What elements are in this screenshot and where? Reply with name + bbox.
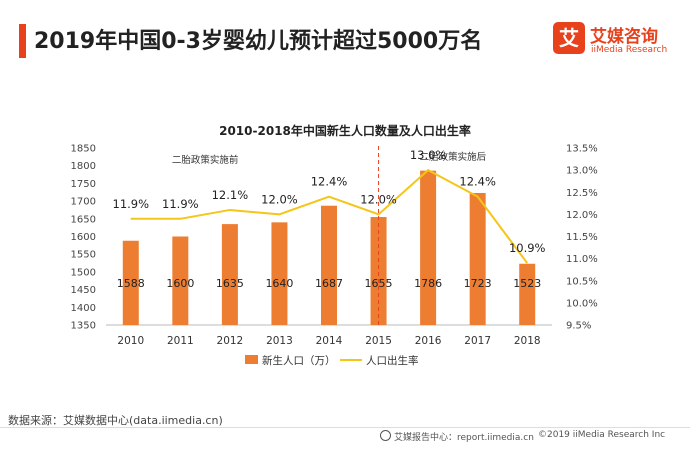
bar	[122, 240, 139, 325]
birth-rate-line	[130, 168, 529, 264]
bar-value-label: 1687	[315, 277, 343, 290]
y-right-tick-label: 10.5%	[566, 276, 598, 287]
legend-line-label: 人口出生率	[366, 354, 419, 367]
bar	[172, 236, 189, 325]
x-tick-label: 2010	[117, 335, 144, 347]
y-right-tick-label: 11.0%	[566, 254, 598, 265]
legend-bar-swatch	[245, 355, 258, 364]
x-tick-label: 2012	[217, 335, 244, 347]
footer-divider	[0, 427, 690, 428]
x-tick-label: 2015	[365, 335, 392, 347]
bar	[321, 205, 337, 325]
y-left-tick-label: 1650	[71, 214, 96, 225]
page-title: 2019年中国0-3岁婴幼儿预计超过5000万名	[34, 29, 483, 54]
bar-value-label: 1635	[216, 277, 244, 290]
bar-value-label: 1786	[414, 277, 442, 290]
bar-value-label: 1640	[265, 277, 293, 290]
line-value-label: 13.0%	[410, 148, 447, 162]
line-value-label: 10.9%	[509, 241, 546, 255]
x-tick-label: 2013	[266, 335, 293, 347]
bar-value-label: 1723	[464, 277, 492, 290]
bar-value-label: 1523	[513, 277, 541, 290]
y-left-tick-label: 1500	[71, 267, 96, 278]
x-tick-label: 2014	[316, 335, 343, 347]
line-value-label: 11.9%	[113, 197, 150, 211]
bar	[370, 217, 387, 325]
y-left-tick-label: 1350	[71, 321, 96, 332]
y-left-tick-label: 1750	[71, 179, 96, 190]
copyright: ©2019 iiMedia Research Inc	[538, 430, 666, 440]
logo-mark: 艾	[553, 22, 585, 54]
y-left-tick-label: 1400	[71, 303, 96, 314]
legend-bar-label: 新生人口（万）	[262, 354, 336, 367]
data-source: 数据来源：艾媒数据中心(data.iimedia.cn)	[8, 414, 223, 427]
y-left-tick-label: 1550	[71, 250, 96, 261]
x-tick-label: 2018	[514, 335, 541, 347]
bar-value-label: 1655	[365, 277, 393, 290]
bar-value-label: 1588	[117, 277, 145, 290]
bar	[221, 224, 238, 325]
logo-chinese-name: 艾媒咨询	[590, 27, 658, 47]
y-right-tick-label: 13.0%	[566, 166, 598, 177]
y-left-tick-label: 1850	[71, 144, 96, 155]
x-tick-label: 2011	[167, 335, 194, 347]
title-accent-bar	[19, 24, 26, 58]
line-value-label: 12.0%	[261, 192, 298, 206]
y-left-tick-label: 1600	[71, 232, 96, 243]
bar	[420, 170, 437, 325]
annotation-before-policy: 二胎政策实施前	[172, 154, 239, 166]
bar	[271, 222, 288, 325]
chart-title: 2010-2018年中国新生人口数量及人口出生率	[219, 124, 471, 138]
bar	[519, 263, 536, 325]
line-value-label: 12.4%	[311, 175, 348, 189]
report-center-text: 艾媒报告中心：report.iimedia.cn	[394, 433, 534, 443]
x-tick-label: 2017	[464, 335, 491, 347]
logo-english-name: iiMedia Research	[591, 45, 668, 55]
y-right-tick-label: 12.5%	[566, 188, 598, 199]
y-right-tick-label: 9.5%	[566, 321, 591, 332]
line-value-label: 12.4%	[459, 175, 496, 189]
x-tick-label: 2016	[415, 335, 442, 347]
y-left-tick-label: 1700	[71, 197, 96, 208]
y-left-tick-label: 1800	[71, 161, 96, 172]
line-value-label: 12.1%	[212, 188, 249, 202]
globe-icon	[380, 430, 391, 441]
y-right-tick-label: 11.5%	[566, 232, 598, 243]
line-value-label: 11.9%	[162, 197, 199, 211]
bar	[469, 192, 486, 325]
y-right-tick-label: 10.0%	[566, 298, 598, 309]
report-center: 艾媒报告中心：report.iimedia.cn	[380, 430, 534, 443]
line-value-label: 12.0%	[360, 192, 397, 206]
brand-logo: 艾 艾媒咨询 iiMedia Research	[553, 20, 683, 64]
y-left-tick-label: 1450	[71, 285, 96, 296]
bar-value-label: 1600	[166, 277, 194, 290]
annotation-after-policy: 二胎政策实施后	[420, 151, 487, 163]
y-right-tick-label: 13.5%	[566, 144, 598, 155]
y-right-tick-label: 12.0%	[566, 210, 598, 221]
